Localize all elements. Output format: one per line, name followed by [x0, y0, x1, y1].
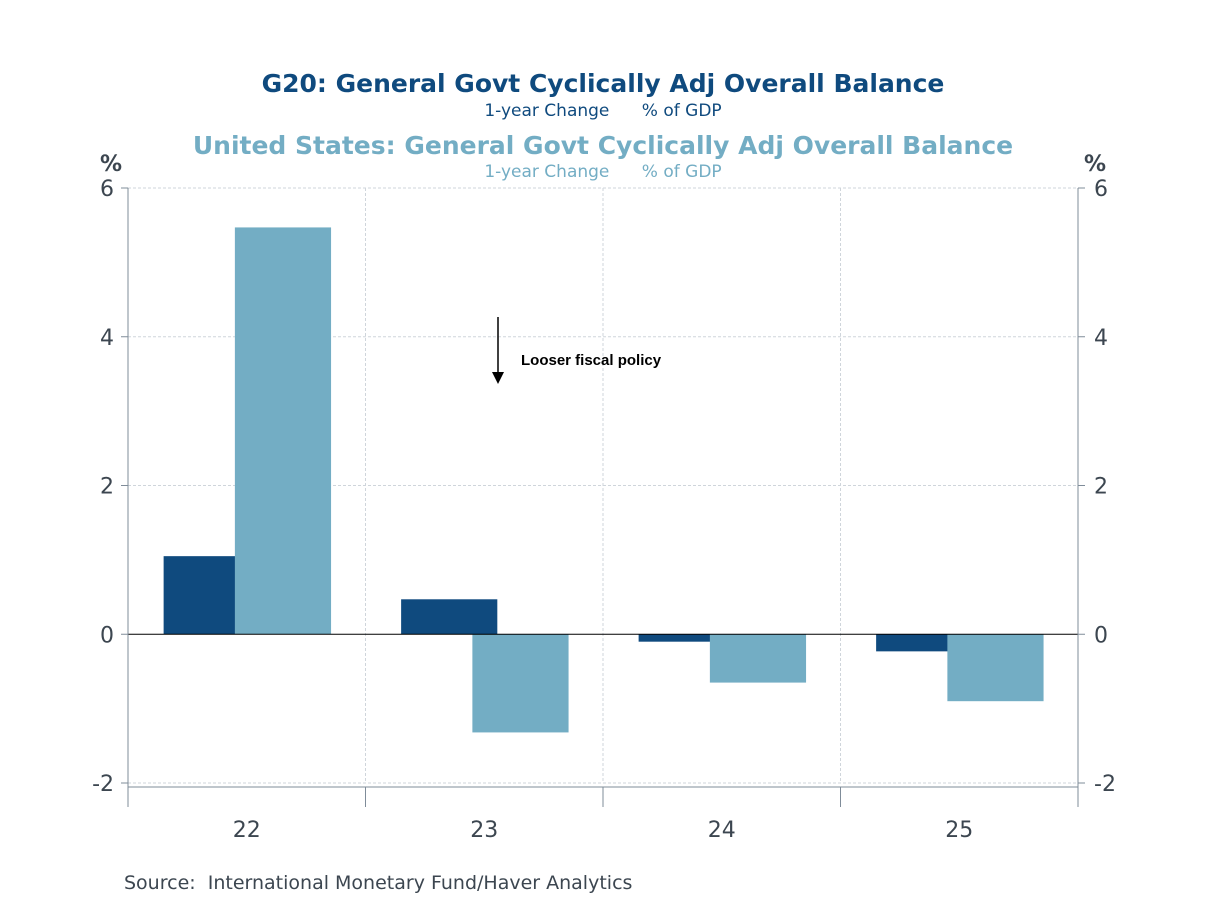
x-tick-label: 24	[708, 818, 736, 843]
bar-us	[947, 634, 1044, 702]
y-tick-label-left: -2	[92, 772, 114, 797]
y-tick-label-right: 2	[1094, 475, 1108, 500]
y-tick-label-right: 6	[1094, 177, 1108, 202]
x-tick-label: 25	[945, 818, 973, 843]
y-tick-label-right: 0	[1094, 623, 1108, 648]
y-tick-label-left: 2	[100, 475, 114, 500]
bars	[163, 227, 1044, 733]
y-tick-labels: 6 6 4 4 2 2 0 0 -2 -2	[92, 177, 1116, 797]
y-axis-unit-left: %	[100, 152, 122, 177]
bar-us	[709, 634, 807, 683]
x-tick-label: 22	[233, 818, 261, 843]
y-tick-label-right: -2	[1094, 772, 1116, 797]
chart-title: G20: General Govt Cyclically Adj Overall…	[262, 69, 945, 98]
bar-us	[234, 227, 332, 635]
x-tick-labels: 22 23 24 25	[233, 818, 974, 843]
arrow-head-icon	[492, 372, 504, 384]
chart-subtitle: 1-year Change % of GDP	[484, 101, 721, 121]
chart-subtitle-2: 1-year Change % of GDP	[484, 162, 721, 182]
y-axis-unit-right: %	[1084, 152, 1106, 177]
bar-us	[472, 634, 569, 733]
annotation: Looser fiscal policy	[492, 317, 662, 384]
chart-title-2: United States: General Govt Cyclically A…	[193, 131, 1013, 160]
axes	[121, 187, 1085, 807]
x-tick-label: 23	[470, 818, 498, 843]
gridlines	[128, 187, 1078, 784]
bar-g20	[638, 634, 735, 642]
y-tick-label-left: 4	[100, 326, 114, 351]
source-note: Source: International Monetary Fund/Have…	[124, 872, 632, 894]
y-tick-label-left: 0	[100, 623, 114, 648]
y-tick-label-left: 6	[100, 177, 114, 202]
y-tick-label-right: 4	[1094, 326, 1108, 351]
bar-g20	[401, 599, 498, 635]
annotation-text: Looser fiscal policy	[521, 352, 662, 369]
